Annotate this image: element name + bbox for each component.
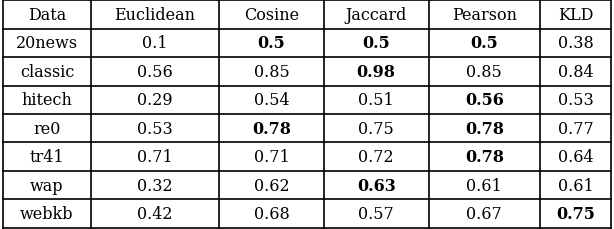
Text: tr41: tr41 bbox=[29, 149, 64, 166]
Text: 0.71: 0.71 bbox=[137, 149, 173, 166]
Text: 0.78: 0.78 bbox=[252, 120, 291, 137]
Text: 0.56: 0.56 bbox=[137, 63, 173, 80]
Text: 0.5: 0.5 bbox=[362, 35, 390, 52]
Text: 0.38: 0.38 bbox=[558, 35, 593, 52]
Text: 0.63: 0.63 bbox=[357, 177, 395, 194]
Text: 0.62: 0.62 bbox=[254, 177, 289, 194]
Text: 20news: 20news bbox=[16, 35, 78, 52]
Text: 0.75: 0.75 bbox=[556, 205, 595, 222]
Text: 0.71: 0.71 bbox=[254, 149, 289, 166]
Text: Cosine: Cosine bbox=[244, 7, 299, 24]
Text: 0.61: 0.61 bbox=[558, 177, 593, 194]
Text: 0.53: 0.53 bbox=[558, 92, 593, 109]
Text: 0.5: 0.5 bbox=[258, 35, 286, 52]
Text: classic: classic bbox=[20, 63, 74, 80]
Text: 0.53: 0.53 bbox=[137, 120, 173, 137]
Text: 0.85: 0.85 bbox=[254, 63, 289, 80]
Text: 0.56: 0.56 bbox=[465, 92, 503, 109]
Text: 0.75: 0.75 bbox=[359, 120, 394, 137]
Text: 0.72: 0.72 bbox=[359, 149, 394, 166]
Text: hitech: hitech bbox=[21, 92, 72, 109]
Text: re0: re0 bbox=[33, 120, 61, 137]
Text: 0.64: 0.64 bbox=[558, 149, 593, 166]
Text: wap: wap bbox=[30, 177, 64, 194]
Text: 0.57: 0.57 bbox=[359, 205, 394, 222]
Text: 0.68: 0.68 bbox=[254, 205, 289, 222]
Text: Jaccard: Jaccard bbox=[346, 7, 407, 24]
Text: 0.42: 0.42 bbox=[138, 205, 173, 222]
Text: 0.98: 0.98 bbox=[357, 63, 396, 80]
Text: 0.78: 0.78 bbox=[465, 149, 504, 166]
Text: 0.5: 0.5 bbox=[470, 35, 498, 52]
Text: 0.85: 0.85 bbox=[467, 63, 502, 80]
Text: 0.77: 0.77 bbox=[558, 120, 593, 137]
Text: 0.51: 0.51 bbox=[359, 92, 394, 109]
Text: 0.84: 0.84 bbox=[558, 63, 593, 80]
Text: 0.29: 0.29 bbox=[137, 92, 173, 109]
Text: 0.61: 0.61 bbox=[467, 177, 502, 194]
Text: webkb: webkb bbox=[20, 205, 74, 222]
Text: 0.78: 0.78 bbox=[465, 120, 504, 137]
Text: 0.1: 0.1 bbox=[142, 35, 168, 52]
Text: 0.32: 0.32 bbox=[137, 177, 173, 194]
Text: Data: Data bbox=[28, 7, 66, 24]
Text: Euclidean: Euclidean bbox=[115, 7, 195, 24]
Text: 0.67: 0.67 bbox=[467, 205, 502, 222]
Text: KLD: KLD bbox=[558, 7, 593, 24]
Text: 0.54: 0.54 bbox=[254, 92, 289, 109]
Text: Pearson: Pearson bbox=[452, 7, 517, 24]
